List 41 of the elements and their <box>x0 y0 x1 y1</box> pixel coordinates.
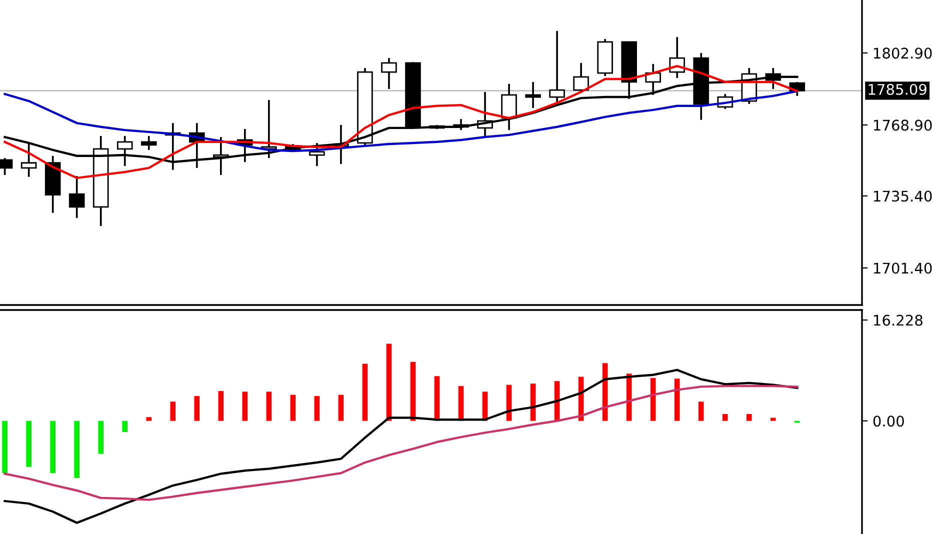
candlestick <box>140 135 157 151</box>
y-tick-label: 1701.40 <box>874 262 932 274</box>
line-series <box>4 368 798 524</box>
bar <box>770 418 776 421</box>
bar <box>338 394 344 421</box>
candlestick <box>573 62 589 94</box>
bar <box>314 396 320 421</box>
bar <box>722 414 728 421</box>
y-tick-label: 1768.90 <box>874 120 932 131</box>
bar <box>650 378 656 421</box>
bar <box>146 417 152 421</box>
y-tick-label: 16.228 <box>874 314 922 326</box>
bar <box>98 420 104 454</box>
y-tick-label: 1802.90 <box>874 48 932 59</box>
bar <box>266 392 272 421</box>
candlestick <box>525 81 541 109</box>
bar <box>386 344 392 421</box>
candlestick <box>501 82 517 131</box>
bar <box>26 420 32 467</box>
bar <box>2 420 8 474</box>
bar <box>74 420 80 478</box>
ref-line-label: 1785.09 <box>868 84 926 95</box>
bar <box>122 420 128 432</box>
bar <box>218 391 224 421</box>
bar <box>290 394 296 421</box>
bar <box>170 402 176 421</box>
candlestick <box>68 175 85 219</box>
candlestick <box>381 57 397 90</box>
bar <box>194 396 200 421</box>
bar <box>458 386 464 421</box>
bar <box>242 392 248 421</box>
bar <box>434 376 440 421</box>
bar <box>410 362 416 421</box>
y-tick-label: 1735.40 <box>874 190 932 202</box>
bar <box>746 414 752 421</box>
y-tick-label: 0.00 <box>873 416 904 427</box>
line-series <box>4 384 798 501</box>
bar <box>362 364 368 421</box>
bar <box>50 420 56 474</box>
bar <box>698 402 704 421</box>
bar <box>674 378 680 421</box>
